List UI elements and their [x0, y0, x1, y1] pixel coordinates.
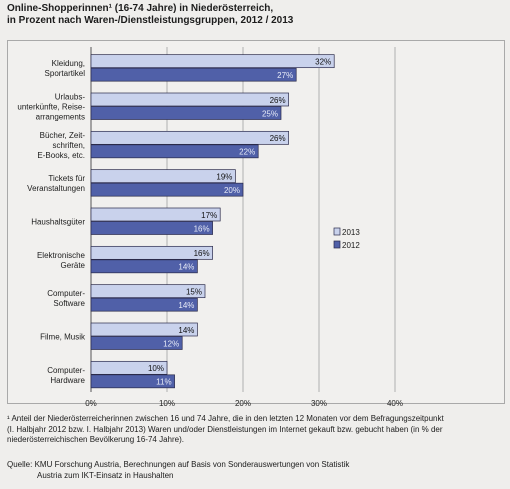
legend-label-2012: 2012: [342, 241, 360, 250]
data-label-2012: 27%: [277, 71, 293, 80]
source-line-1: Quelle: KMU Forschung Austria, Berechnun…: [7, 460, 350, 469]
bar-2012: [90, 67, 297, 82]
footnote-line-1: ¹ Anteil der Niederösterreicherinnen zwi…: [7, 414, 444, 423]
x-tick-label: 40%: [387, 399, 403, 408]
bar-2012: [90, 221, 213, 235]
category-label: Computer-: [47, 289, 85, 298]
data-label-2012: 14%: [178, 263, 194, 272]
bar-2012: [90, 374, 175, 389]
data-label-2013: 32%: [315, 57, 331, 66]
data-label-2012: 11%: [156, 378, 171, 387]
bar-2013: [90, 169, 236, 184]
legend-swatch-2013: [333, 227, 341, 236]
category-label: Tickets für: [48, 174, 85, 183]
legend-label-2013: 2013: [342, 228, 360, 237]
bar-2013: [90, 284, 206, 299]
bar-2012: [90, 297, 198, 312]
category-label: Filme, Musik: [40, 333, 86, 342]
footnote: ¹ Anteil der Niederösterreicherinnen zwi…: [7, 414, 507, 446]
category-label: schriften,: [53, 141, 85, 150]
bar-2012: [90, 259, 198, 274]
category-label: Hardware: [50, 376, 85, 385]
x-tick-label: 20%: [235, 399, 251, 408]
data-label-2013: 16%: [194, 249, 210, 258]
footnote-line-2: (I. Halbjahr 2012 bzw. I. Halbjahr 2013)…: [7, 424, 443, 434]
bar-2013: [90, 322, 198, 337]
bar-2012: [90, 336, 183, 350]
data-label-2013: 26%: [270, 96, 286, 105]
category-label: arrangements: [36, 113, 85, 122]
bar-2013: [90, 92, 289, 107]
title-line-1: Online-Shopperinnen¹ (16-74 Jahre) in Ni…: [7, 3, 274, 14]
category-label: Veranstaltungen: [27, 184, 85, 193]
x-tick-label: 10%: [159, 399, 175, 408]
category-label: Software: [53, 299, 85, 308]
bar-2012: [90, 144, 259, 159]
data-label-2012: 22%: [239, 148, 255, 157]
category-label: Elektronische: [37, 251, 86, 260]
source-note: Quelle: KMU Forschung Austria, Berechnun…: [7, 460, 507, 481]
data-label-2012: 25%: [262, 109, 278, 118]
bar-2013: [90, 207, 221, 222]
bar-2013: [90, 245, 213, 260]
chart-title: Online-Shopperinnen¹ (16-74 Jahre) in Ni…: [7, 3, 407, 27]
title-line-2: in Prozent nach Waren-/Dienstleistungsgr…: [7, 15, 294, 26]
category-label: Urlaubs-: [55, 93, 86, 102]
footnote-line-3: niederösterreichischen Bevölkerung 16-74…: [7, 435, 184, 444]
category-label: Geräte: [61, 261, 86, 270]
data-label-2013: 17%: [201, 211, 217, 220]
bar-2013: [90, 360, 168, 375]
category-label: unterkünfte, Reise-: [17, 103, 85, 112]
data-label-2013: 15%: [186, 287, 202, 296]
legend-swatch-2012: [333, 240, 341, 249]
category-label: Sportartikel: [45, 69, 86, 78]
data-label-2013: 26%: [270, 134, 286, 143]
data-label-2013: 14%: [178, 326, 194, 335]
category-label: Bücher, Zeit-: [40, 131, 86, 140]
data-label-2012: 16%: [194, 224, 210, 233]
category-label: Computer-: [47, 366, 85, 375]
data-label-2012: 20%: [224, 186, 240, 195]
x-tick-label: 30%: [311, 399, 327, 408]
data-label-2012: 12%: [163, 339, 179, 348]
bar-2013: [90, 54, 335, 69]
data-label-2012: 14%: [178, 301, 194, 310]
category-label: Haushaltsgüter: [31, 218, 85, 227]
x-tick-label: 0%: [85, 399, 97, 408]
bar-2013: [90, 130, 289, 145]
data-label-2013: 19%: [216, 172, 232, 181]
source-line-2: Austria zum IKT-Einsatz in Haushalten: [37, 470, 174, 480]
bar-2012: [90, 182, 244, 197]
category-label: E-Books, etc.: [37, 151, 85, 160]
category-label: Kleidung,: [52, 59, 85, 68]
data-label-2013: 10%: [148, 364, 164, 373]
bar-2012: [90, 106, 282, 120]
